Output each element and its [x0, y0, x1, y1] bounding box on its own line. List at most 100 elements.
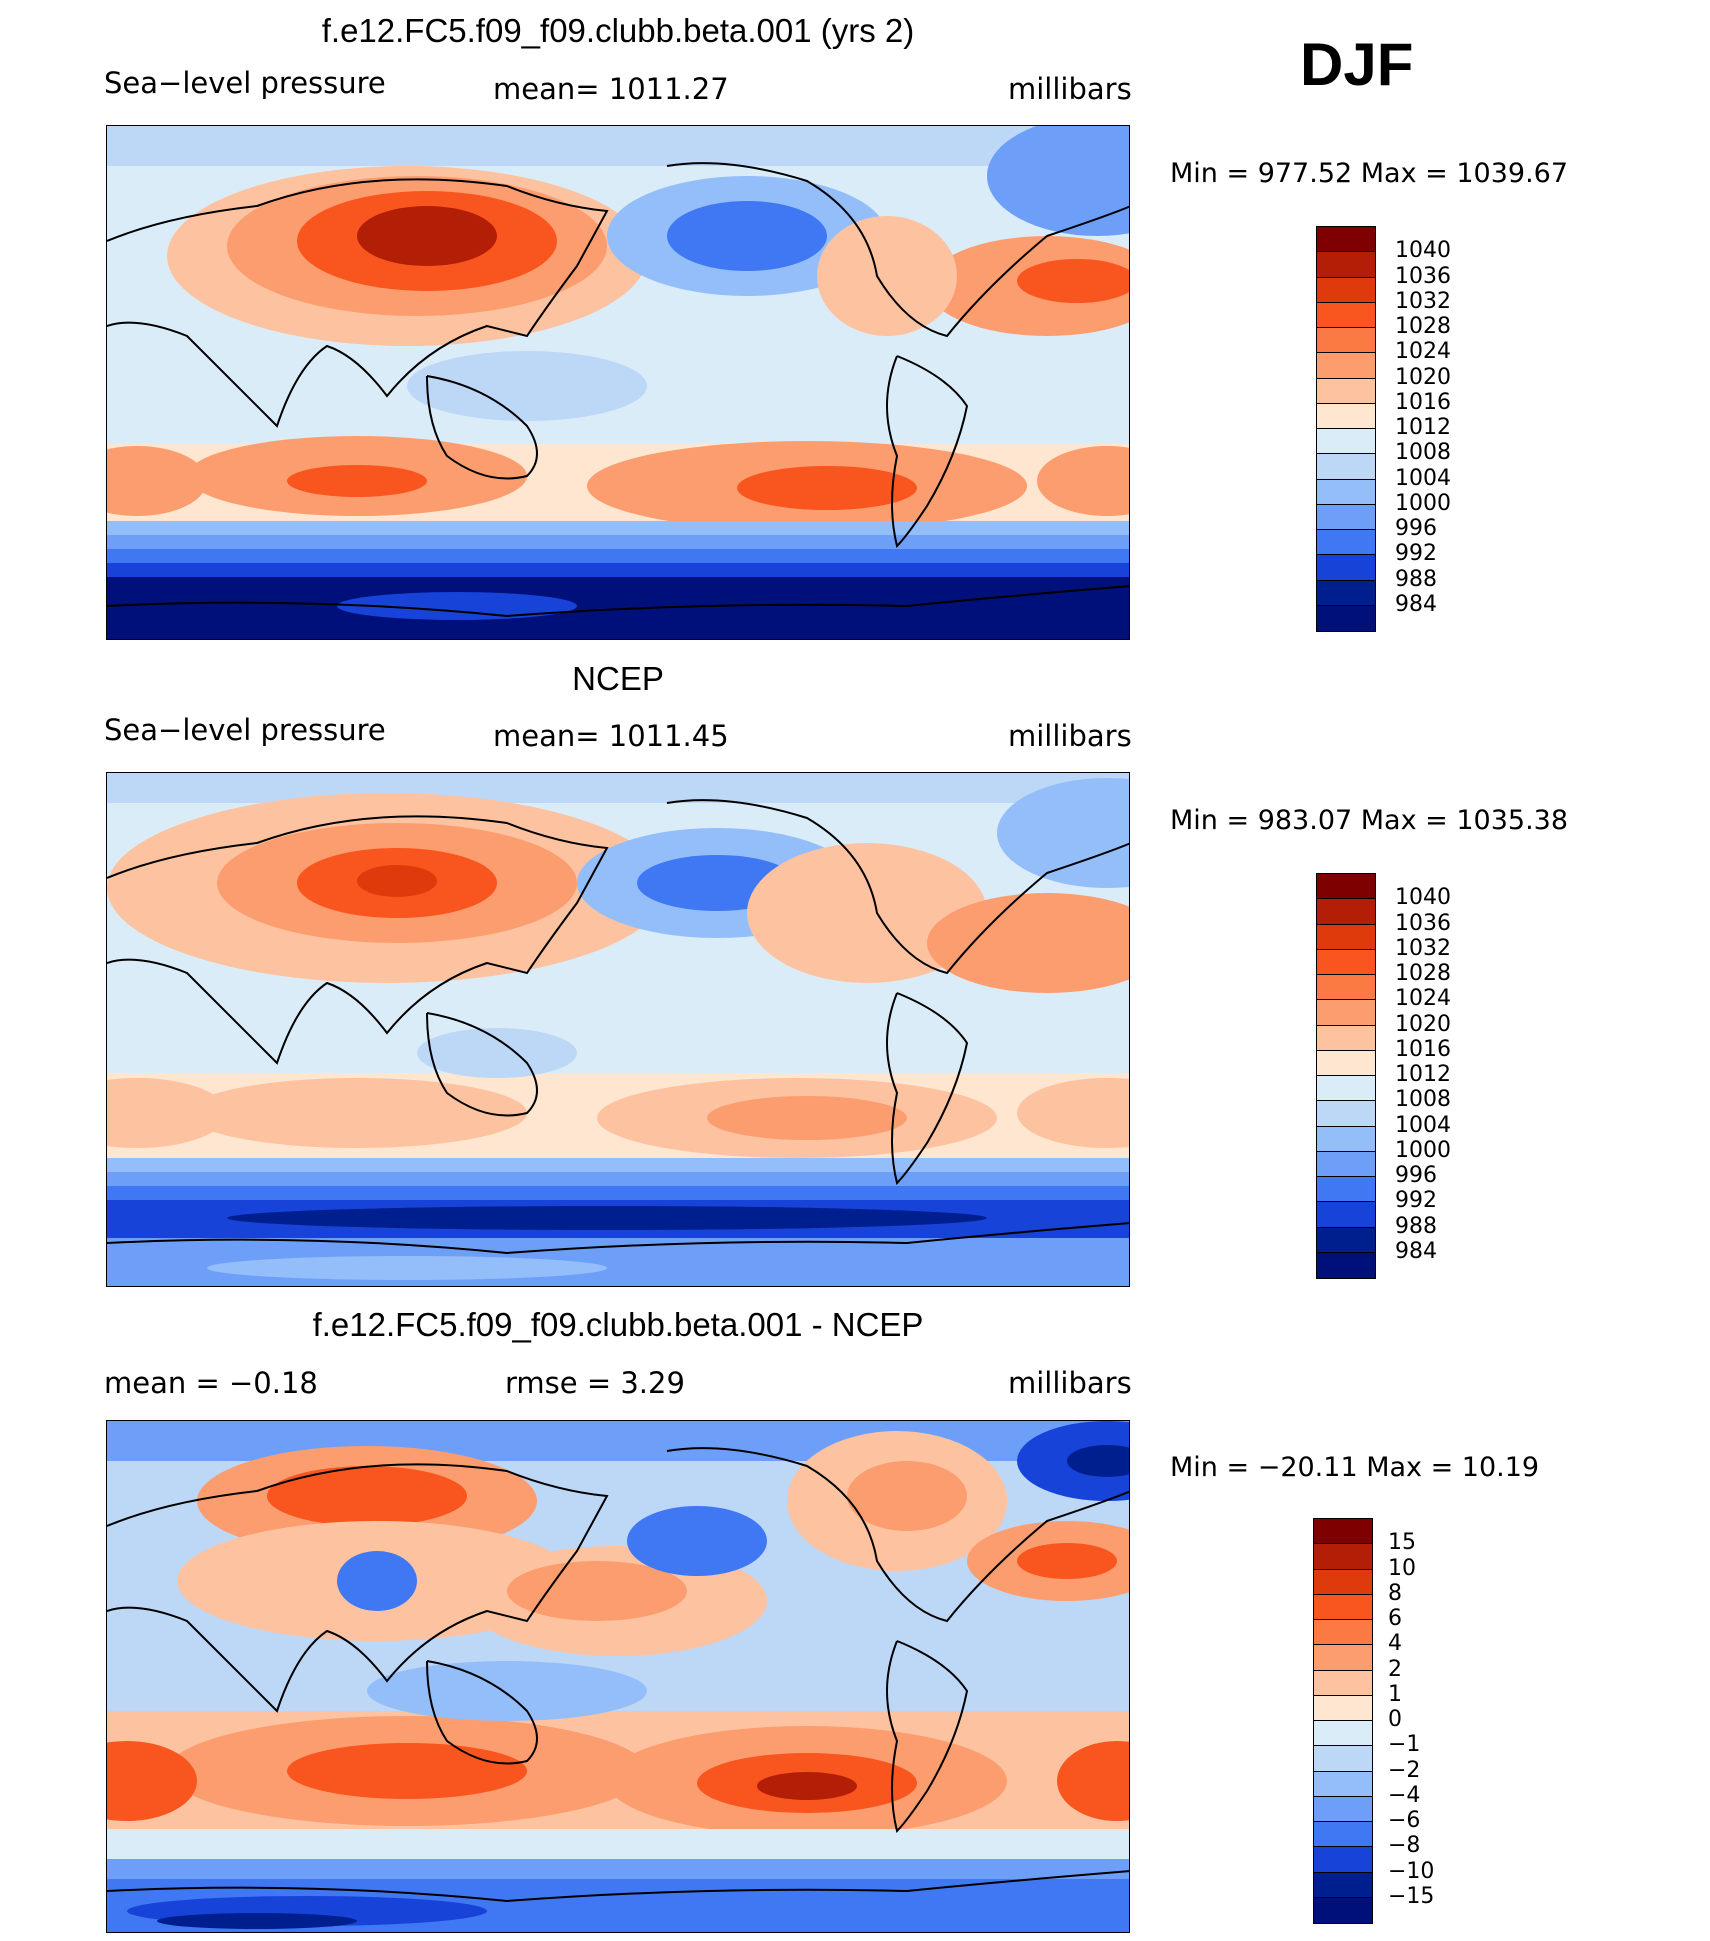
colorbar-swatch [1314, 1569, 1372, 1595]
colorbar-level-label: 996 [1395, 1163, 1437, 1188]
colorbar-swatch [1314, 1544, 1372, 1570]
colorbar-level-label: 1000 [1395, 1137, 1451, 1163]
colorbar-level-label: 1004 [1395, 1112, 1451, 1138]
colorbar-level-label: 984 [1395, 591, 1437, 617]
colorbar-swatch [1317, 504, 1375, 530]
panel2-units-label: millibars [1008, 719, 1132, 753]
colorbar-level-label: −4 [1388, 1782, 1421, 1808]
panel1-minmax: Min = 977.52 Max = 1039.67 [1170, 158, 1569, 189]
colorbar-level-label: 1008 [1395, 440, 1451, 466]
colorbar-level-label: 988 [1395, 566, 1437, 592]
colorbar-swatch [1317, 899, 1375, 925]
colorbar-level-label: −10 [1388, 1858, 1435, 1884]
colorbar-swatch [1314, 1620, 1372, 1646]
colorbar-level-label: 1004 [1395, 465, 1451, 491]
season-label: DJF [1300, 31, 1414, 98]
colorbar-swatch [1314, 1695, 1372, 1721]
colorbar-level-label: 1036 [1395, 910, 1451, 936]
panel3-map [106, 1420, 1130, 1933]
colorbar-swatch [1314, 1847, 1372, 1873]
colorbar-swatch [1317, 949, 1375, 975]
colorbar-level-label: 1028 [1395, 961, 1451, 986]
panel3-map-field [107, 1421, 1129, 1932]
colorbar-level-label: 1032 [1395, 288, 1451, 314]
colorbar-swatch [1317, 328, 1375, 354]
colorbar-swatch [1317, 479, 1375, 505]
panel3-mean-label: mean = −0.18 [104, 1366, 318, 1400]
colorbar-swatch [1314, 1519, 1372, 1545]
panel2-variable-label: Sea−level pressure [104, 713, 386, 747]
colorbar-swatch [1314, 1670, 1372, 1696]
colorbar-level-label: 1 [1388, 1681, 1402, 1707]
colorbar-swatch [1317, 1076, 1375, 1102]
panel3-colorbar [1313, 1518, 1373, 1924]
colorbar-swatch [1317, 924, 1375, 950]
panel1-colorbar-labels: 1040 1036 1032 1028 1024 1020 1016 1012 1008 1004… [1395, 226, 1475, 632]
colorbar-level-label: −15 [1388, 1883, 1435, 1909]
panel2-map-field [107, 773, 1129, 1286]
colorbar-level-label: 1024 [1395, 339, 1451, 365]
colorbar-swatch [1317, 1101, 1375, 1127]
panel2-title: NCEP [572, 660, 664, 697]
panel2-mean-label: mean= 1011.45 [493, 719, 729, 753]
colorbar-swatch [1314, 1897, 1372, 1923]
colorbar-level-label: −6 [1388, 1808, 1421, 1833]
colorbar-level-label: 1016 [1395, 389, 1451, 415]
colorbar-swatch [1317, 530, 1375, 556]
colorbar-level-label: 1040 [1395, 238, 1451, 264]
panel3-colorbar-labels: 15 10 8 6 4 2 1 0 −1 −2 −4 −6 −8 −10 −15 [1388, 1518, 1468, 1924]
colorbar-swatch [1317, 302, 1375, 328]
colorbar-level-label: 4 [1388, 1631, 1402, 1657]
colorbar-swatch [1314, 1822, 1372, 1848]
colorbar-level-label: 1028 [1395, 314, 1451, 339]
panel2-colorbar [1316, 873, 1376, 1279]
panel1-colorbar [1316, 226, 1376, 632]
panel1-units-label: millibars [1008, 72, 1132, 106]
colorbar-level-label: 1012 [1395, 1062, 1451, 1087]
colorbar-swatch [1317, 454, 1375, 480]
colorbar-level-label: 1012 [1395, 415, 1451, 440]
colorbar-swatch [1317, 227, 1375, 253]
colorbar-level-label: 992 [1395, 541, 1437, 567]
colorbar-swatch [1317, 353, 1375, 379]
colorbar-level-label: 984 [1395, 1238, 1437, 1264]
panel2-colorbar-labels: 1040 1036 1032 1028 1024 1020 1016 1012 1008 1004… [1395, 873, 1475, 1279]
colorbar-swatch [1317, 378, 1375, 404]
colorbar-level-label: 1036 [1395, 263, 1451, 289]
panel2-map [106, 772, 1130, 1287]
colorbar-swatch [1317, 1227, 1375, 1253]
colorbar-swatch [1317, 1050, 1375, 1076]
panel3-rmse-label: rmse = 3.29 [505, 1366, 685, 1400]
colorbar-level-label: 15 [1388, 1530, 1416, 1556]
colorbar-swatch [1317, 1000, 1375, 1026]
panel3-minmax: Min = −20.11 Max = 10.19 [1170, 1452, 1540, 1483]
colorbar-swatch [1317, 252, 1375, 278]
colorbar-level-label: −8 [1388, 1833, 1421, 1859]
colorbar-swatch [1317, 555, 1375, 581]
panel1-map-field [107, 126, 1129, 639]
panel1-map [106, 125, 1130, 640]
colorbar-level-label: 1032 [1395, 935, 1451, 961]
panel3-title: f.e12.FC5.f09_f09.clubb.beta.001 - NCEP [312, 1306, 924, 1343]
colorbar-swatch [1317, 1126, 1375, 1152]
colorbar-level-label: 996 [1395, 516, 1437, 541]
colorbar-level-label: 2 [1388, 1656, 1402, 1682]
colorbar-level-label: 10 [1388, 1555, 1416, 1581]
colorbar-swatch [1314, 1645, 1372, 1671]
colorbar-swatch [1314, 1771, 1372, 1797]
colorbar-level-label: 992 [1395, 1188, 1437, 1214]
colorbar-swatch [1317, 1177, 1375, 1203]
colorbar-swatch [1317, 277, 1375, 303]
panel1-variable-label: Sea−level pressure [104, 66, 386, 100]
colorbar-level-label: 8 [1388, 1580, 1402, 1606]
colorbar-swatch [1317, 429, 1375, 455]
colorbar-swatch [1314, 1796, 1372, 1822]
colorbar-swatch [1314, 1721, 1372, 1747]
colorbar-level-label: 1024 [1395, 986, 1451, 1012]
colorbar-level-label: 0 [1388, 1707, 1402, 1732]
colorbar-level-label: 1016 [1395, 1036, 1451, 1062]
colorbar-level-label: 1008 [1395, 1087, 1451, 1113]
panel3-units-label: millibars [1008, 1366, 1132, 1400]
colorbar-level-label: 988 [1395, 1213, 1437, 1239]
colorbar-level-label: 1040 [1395, 885, 1451, 911]
